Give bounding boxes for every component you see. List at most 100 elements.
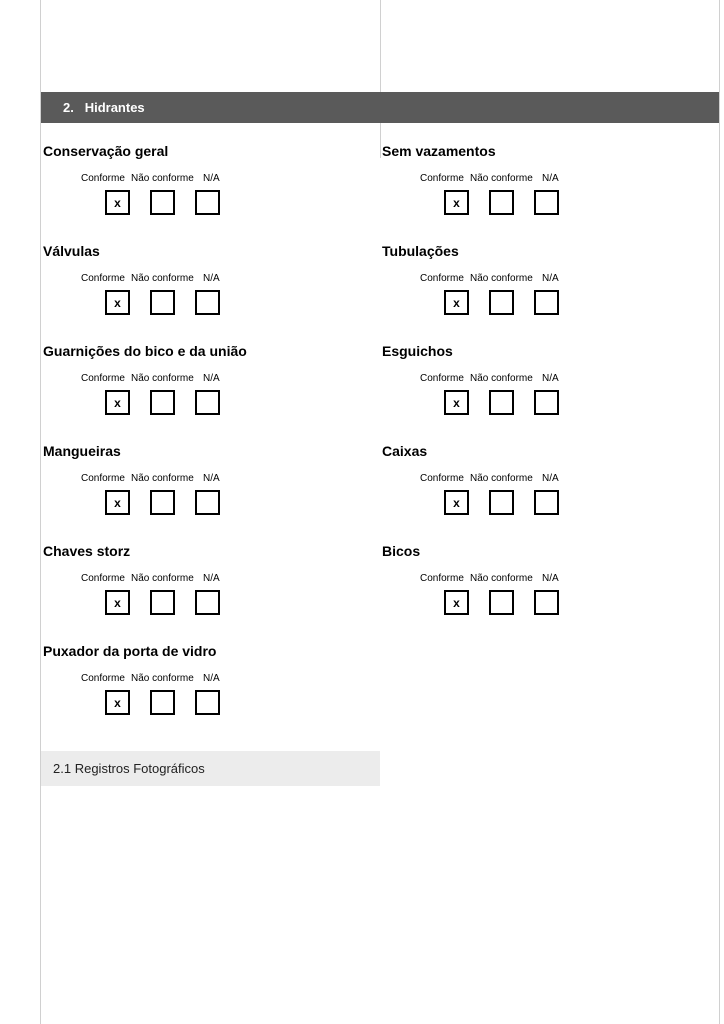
- option-labels: ConformeNão conformeN/A: [41, 173, 380, 184]
- top-divider: [380, 0, 381, 92]
- item-title: Caixas: [380, 443, 719, 459]
- checkbox-nao-conforme[interactable]: [150, 290, 175, 315]
- checkbox-na[interactable]: [534, 190, 559, 215]
- columns-container: Conservação geralConformeNão conformeN/A…: [41, 123, 719, 743]
- checkbox-nao-conforme[interactable]: [489, 290, 514, 315]
- label-na: N/A: [542, 273, 572, 284]
- right-column: Sem vazamentosConformeNão conformeN/AxTu…: [380, 123, 719, 743]
- label-conforme: Conforme: [81, 273, 131, 284]
- checkbox-row: x: [41, 190, 380, 215]
- checkbox-na[interactable]: [534, 490, 559, 515]
- checkbox-na[interactable]: [195, 390, 220, 415]
- label-conforme: Conforme: [81, 473, 131, 484]
- label-nao-conforme: Não conforme: [470, 373, 542, 384]
- checkbox-conforme[interactable]: x: [105, 290, 130, 315]
- label-conforme: Conforme: [420, 173, 470, 184]
- checklist-item: Guarnições do bico e da uniãoConformeNão…: [41, 343, 380, 415]
- checkbox-nao-conforme[interactable]: [489, 490, 514, 515]
- checklist-item: Esguichos ConformeNão conformeN/A x: [380, 343, 719, 415]
- section-header: 2. Hidrantes: [41, 92, 719, 123]
- item-title: Tubulações: [380, 243, 719, 259]
- label-na: N/A: [203, 573, 233, 584]
- label-conforme: Conforme: [420, 273, 470, 284]
- checkbox-conforme[interactable]: x: [105, 590, 130, 615]
- checkbox-na[interactable]: [195, 490, 220, 515]
- checkbox-row: x: [41, 390, 380, 415]
- item-title: Bicos: [380, 543, 719, 559]
- label-conforme: Conforme: [420, 573, 470, 584]
- label-nao-conforme: Não conforme: [470, 173, 542, 184]
- item-title: Sem vazamentos: [380, 143, 719, 159]
- checkbox-conforme[interactable]: x: [444, 190, 469, 215]
- checkbox-conforme[interactable]: x: [444, 490, 469, 515]
- checkbox-row: x: [380, 290, 719, 315]
- item-title: Chaves storz: [41, 543, 380, 559]
- checklist-item: Sem vazamentos ConformeNão conformeN/A x: [380, 143, 719, 215]
- label-nao-conforme: Não conforme: [131, 373, 203, 384]
- checkbox-nao-conforme[interactable]: [489, 390, 514, 415]
- checklist-item: MangueirasConformeNão conformeN/Ax: [41, 443, 380, 515]
- checkbox-nao-conforme[interactable]: [489, 590, 514, 615]
- checkbox-na[interactable]: [534, 590, 559, 615]
- checklist-item: VálvulasConformeNão conformeN/Ax: [41, 243, 380, 315]
- item-title: Mangueiras: [41, 443, 380, 459]
- option-labels: ConformeNão conformeN/A: [41, 573, 380, 584]
- checkbox-na[interactable]: [195, 190, 220, 215]
- label-na: N/A: [542, 373, 572, 384]
- checkbox-conforme[interactable]: x: [105, 190, 130, 215]
- checklist-item: Bicos ConformeNão conformeN/A x: [380, 543, 719, 615]
- label-conforme: Conforme: [81, 573, 131, 584]
- option-labels: ConformeNão conformeN/A: [380, 273, 719, 284]
- label-na: N/A: [203, 673, 233, 684]
- item-title: Guarnições do bico e da união: [41, 343, 380, 359]
- checklist-item: Caixas ConformeNão conformeN/A x: [380, 443, 719, 515]
- option-labels: ConformeNão conformeN/A: [380, 173, 719, 184]
- label-na: N/A: [542, 573, 572, 584]
- label-na: N/A: [203, 173, 233, 184]
- option-labels: ConformeNão conformeN/A: [380, 573, 719, 584]
- option-labels: ConformeNão conformeN/A: [41, 673, 380, 684]
- checkbox-na[interactable]: [195, 590, 220, 615]
- label-nao-conforme: Não conforme: [131, 573, 203, 584]
- label-na: N/A: [203, 273, 233, 284]
- label-nao-conforme: Não conforme: [470, 573, 542, 584]
- checkbox-conforme[interactable]: x: [105, 490, 130, 515]
- label-na: N/A: [542, 473, 572, 484]
- label-conforme: Conforme: [81, 673, 131, 684]
- label-na: N/A: [542, 173, 572, 184]
- checkbox-nao-conforme[interactable]: [150, 590, 175, 615]
- checkbox-na[interactable]: [195, 290, 220, 315]
- label-conforme: Conforme: [420, 473, 470, 484]
- item-title: Conservação geral: [41, 143, 380, 159]
- label-na: N/A: [203, 473, 233, 484]
- checklist-item: Conservação geral ConformeNão conformeN/A…: [41, 143, 380, 215]
- label-conforme: Conforme: [420, 373, 470, 384]
- checkbox-row: x: [380, 590, 719, 615]
- checkbox-conforme[interactable]: x: [444, 590, 469, 615]
- checkbox-nao-conforme[interactable]: [150, 690, 175, 715]
- checkbox-row: x: [380, 190, 719, 215]
- checkbox-conforme[interactable]: x: [444, 290, 469, 315]
- checkbox-row: x: [380, 490, 719, 515]
- checkbox-na[interactable]: [534, 390, 559, 415]
- checkbox-conforme[interactable]: x: [105, 390, 130, 415]
- checkbox-row: x: [41, 690, 380, 715]
- item-title: Esguichos: [380, 343, 719, 359]
- checkbox-nao-conforme[interactable]: [150, 390, 175, 415]
- option-labels: ConformeNão conformeN/A: [380, 373, 719, 384]
- checkbox-conforme[interactable]: x: [105, 690, 130, 715]
- label-conforme: Conforme: [81, 173, 131, 184]
- checkbox-nao-conforme[interactable]: [150, 490, 175, 515]
- option-labels: ConformeNão conformeN/A: [380, 473, 719, 484]
- subsection-header: 2.1 Registros Fotográficos: [41, 751, 380, 786]
- checkbox-conforme[interactable]: x: [444, 390, 469, 415]
- label-nao-conforme: Não conforme: [131, 273, 203, 284]
- checkbox-nao-conforme[interactable]: [489, 190, 514, 215]
- checkbox-na[interactable]: [534, 290, 559, 315]
- checklist-item: Tubulações ConformeNão conformeN/A x: [380, 243, 719, 315]
- checkbox-nao-conforme[interactable]: [150, 190, 175, 215]
- checkbox-na[interactable]: [195, 690, 220, 715]
- label-nao-conforme: Não conforme: [131, 673, 203, 684]
- section-number: 2.: [63, 100, 74, 115]
- column-divider: [380, 123, 381, 158]
